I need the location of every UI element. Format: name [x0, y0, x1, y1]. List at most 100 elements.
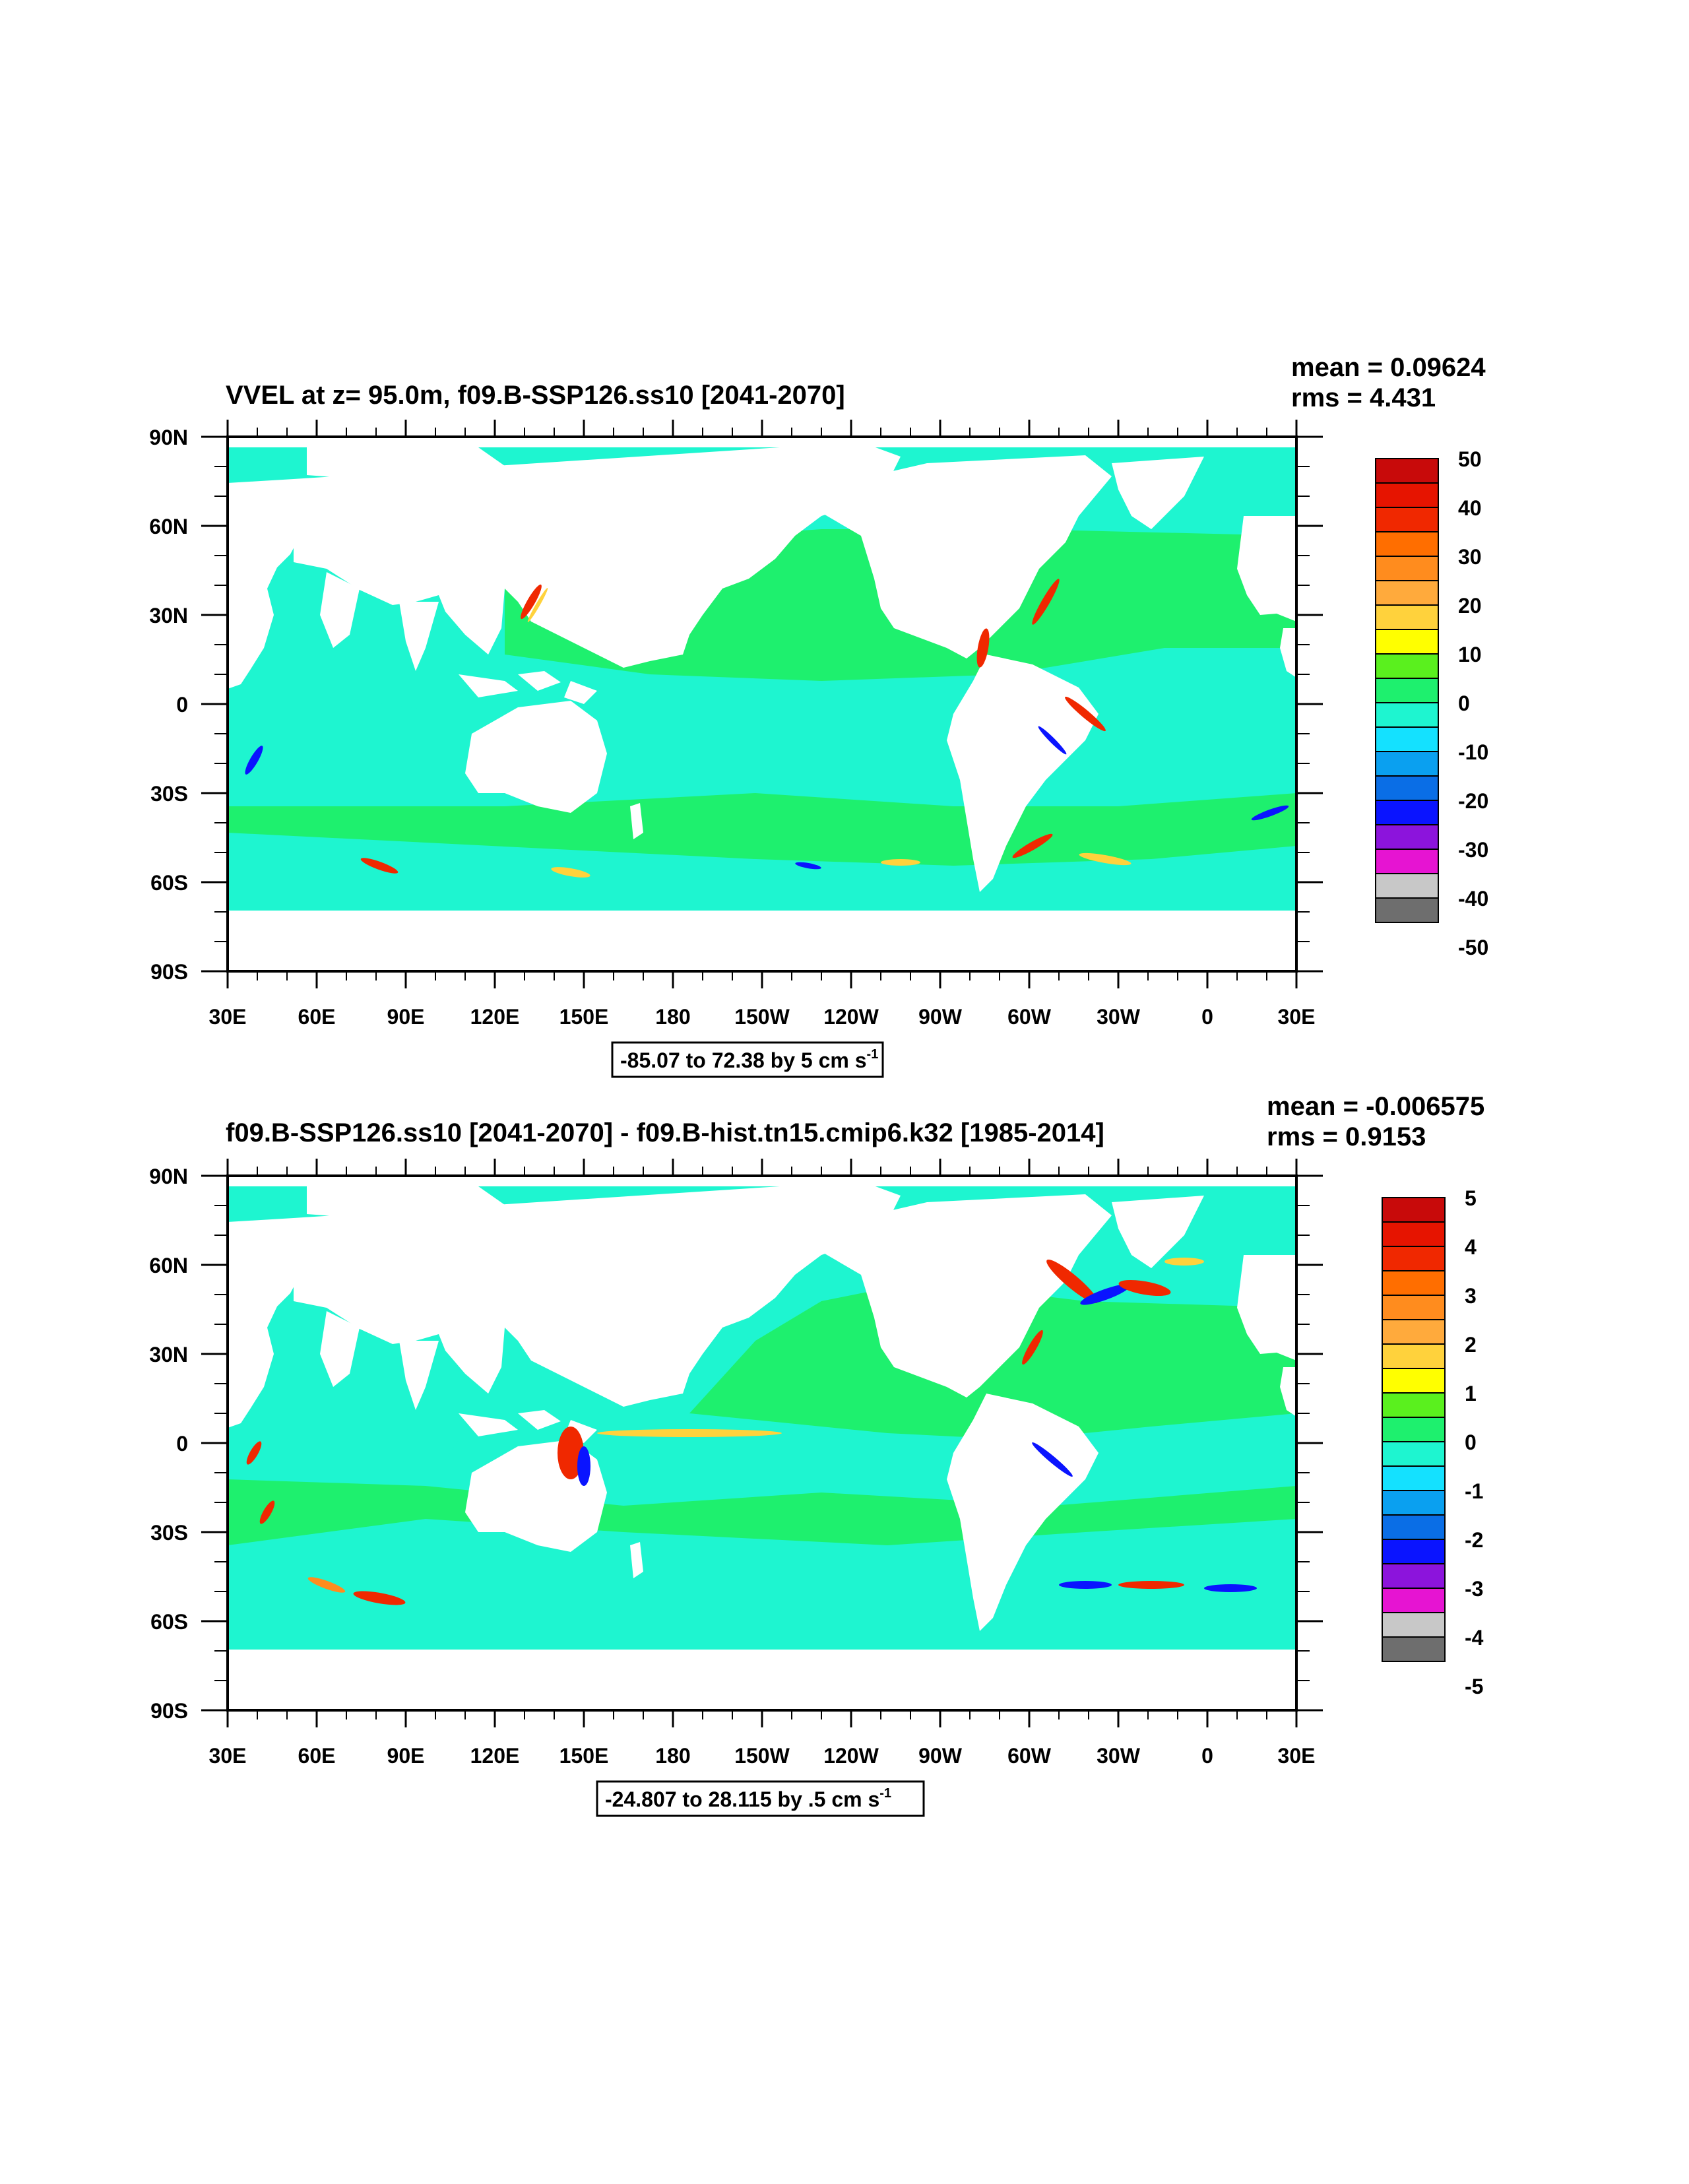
colorbar-swatch [1375, 531, 1439, 557]
lon-label: 90W [918, 1744, 963, 1768]
lon-label: 30W [1097, 1005, 1141, 1029]
lon-label: 150E [559, 1005, 609, 1029]
colorbar-swatch [1382, 1417, 1446, 1442]
colorbar-swatch [1382, 1588, 1446, 1613]
colorbar-label: 20 [1458, 594, 1482, 618]
lat-label: 0 [176, 693, 188, 717]
panel-2-range-box: -24.807 to 28.115 by .5 cm s-1 [596, 1780, 925, 1817]
anomaly-streak [795, 862, 821, 870]
colorbar-swatch [1382, 1319, 1446, 1345]
current-anomalies [245, 579, 1289, 878]
colorbar-label: 2 [1465, 1333, 1477, 1357]
lon-label: 120W [823, 1005, 879, 1029]
colorbar-swatch [1375, 800, 1439, 825]
anomaly-streak [360, 858, 398, 874]
panel-2-range-text: -24.807 to 28.115 by .5 cm s-1 [605, 1786, 891, 1811]
map-ticks [201, 1159, 1323, 1727]
colorbar-swatch [1375, 580, 1439, 606]
colorbar-swatch [1382, 1514, 1446, 1540]
anomaly-streak [1079, 852, 1131, 866]
colorbar-swatch [1375, 629, 1439, 655]
anomaly-streak [1065, 696, 1106, 732]
colorbar-swatch [1382, 1441, 1446, 1467]
lon-label: 60W [1007, 1744, 1052, 1768]
lat-label: 30N [149, 1343, 188, 1366]
colorbar-swatch [1382, 1270, 1446, 1296]
anomaly-streak [1251, 805, 1289, 821]
lat-label: 90N [149, 1165, 188, 1188]
panel-2-rms: rms = 0.9153 [1267, 1122, 1426, 1151]
colorbar-swatch [1375, 751, 1439, 777]
lon-label: 30E [1278, 1005, 1316, 1029]
colorbar-label: 3 [1465, 1284, 1477, 1308]
colorbar-label: -30 [1458, 838, 1488, 862]
colorbar-swatch [1375, 849, 1439, 874]
colorbar-label: -2 [1465, 1528, 1483, 1552]
colorbar-swatch [1382, 1221, 1446, 1247]
colorbar-swatch [1375, 897, 1439, 923]
anomaly-streak [245, 746, 263, 775]
colorbar-label: -3 [1465, 1577, 1483, 1601]
lon-label: 30W [1097, 1744, 1141, 1768]
anomaly-streak [1032, 579, 1060, 625]
lon-label: 30E [1278, 1744, 1316, 1768]
anomaly-streak [597, 1429, 782, 1437]
colorbar-swatch [1382, 1490, 1446, 1516]
map-ticks [201, 420, 1323, 988]
colorbar-label: 4 [1465, 1235, 1477, 1259]
lat-label: 60N [149, 515, 188, 538]
current-anomalies [246, 1258, 1257, 1605]
lon-label: 90W [918, 1005, 963, 1029]
anomaly-streak [551, 867, 590, 878]
lon-label: 30E [209, 1005, 247, 1029]
colorbar-label: 40 [1458, 496, 1482, 520]
panel-1-range-text: -85.07 to 72.38 by 5 cm s-1 [620, 1047, 878, 1072]
lat-label: 90S [150, 1699, 188, 1723]
lat-label: 30N [149, 604, 188, 627]
lat-label: 30S [150, 1521, 188, 1545]
lon-label: 120E [470, 1005, 520, 1029]
anomaly-streak [1118, 1581, 1184, 1589]
panel-2-title: f09.B-SSP126.ss10 [2041-2070] - f09.B-hi… [226, 1118, 1104, 1147]
lon-label: 90E [387, 1005, 425, 1029]
anomaly-streak [527, 587, 548, 623]
panel-2-colorbar: 5 4 3 2 1 0 -1 -2 -3 -4 -5 [1382, 1186, 1484, 1698]
colorbar-label: 30 [1458, 545, 1482, 569]
colorbar-swatch [1375, 824, 1439, 850]
lat-label: 90S [150, 960, 188, 984]
lon-labels: 30E 60E 90E 120E 150E 180 150W 120W 90W 60W 30W 0 30… [209, 1005, 1316, 1029]
colorbar-swatch [1375, 873, 1439, 899]
panel-1-colorbar: 50 40 30 20 10 0 -10 -20 -30 -40 -50 [1375, 447, 1488, 959]
colorbar-swatch [1375, 726, 1439, 752]
anomaly-streak [521, 584, 542, 620]
lon-label: 150W [734, 1005, 790, 1029]
lat-labels: 90N 60N 30N 0 30S 60S 90S [149, 1165, 188, 1723]
lon-label: 60E [298, 1005, 336, 1029]
anomaly-streak [1012, 833, 1053, 858]
colorbar-swatch [1382, 1343, 1446, 1369]
ocean-negative-region-2 [228, 688, 459, 747]
lon-label: 120W [823, 1744, 879, 1768]
colorbar-label: -50 [1458, 936, 1488, 959]
lon-labels: 30E 60E 90E 120E 150E 180 150W 120W 90W 60W 30W 0 30… [209, 1744, 1316, 1768]
lat-label: 60S [150, 1610, 188, 1634]
lat-labels: 90N 60N 30N 0 30S 60S 90S [149, 426, 188, 984]
lon-label: 60E [298, 1744, 336, 1768]
anomaly-streak [246, 1441, 262, 1465]
panel-1: VVEL at z= 95.0m, f09.B-SSP126.ss10 [204… [149, 353, 1488, 1078]
lat-label: 90N [149, 426, 188, 449]
colorbar-swatch [1375, 775, 1439, 801]
lon-label: 90E [387, 1744, 425, 1768]
anomaly-streak [1164, 1258, 1204, 1266]
panel-1-rms: rms = 4.431 [1291, 383, 1436, 412]
lat-label: 0 [176, 1432, 188, 1456]
colorbar-label: -40 [1458, 887, 1488, 911]
lon-label: 150W [734, 1744, 790, 1768]
colorbar-swatch [1382, 1465, 1446, 1491]
panel-1-mean: mean = 0.09624 [1291, 353, 1486, 382]
colorbar-swatch [1382, 1197, 1446, 1223]
anomaly-streak [1118, 1279, 1171, 1297]
lat-label: 60S [150, 871, 188, 895]
anomaly-streak [1022, 1330, 1043, 1365]
colorbar-label: -1 [1465, 1479, 1483, 1503]
